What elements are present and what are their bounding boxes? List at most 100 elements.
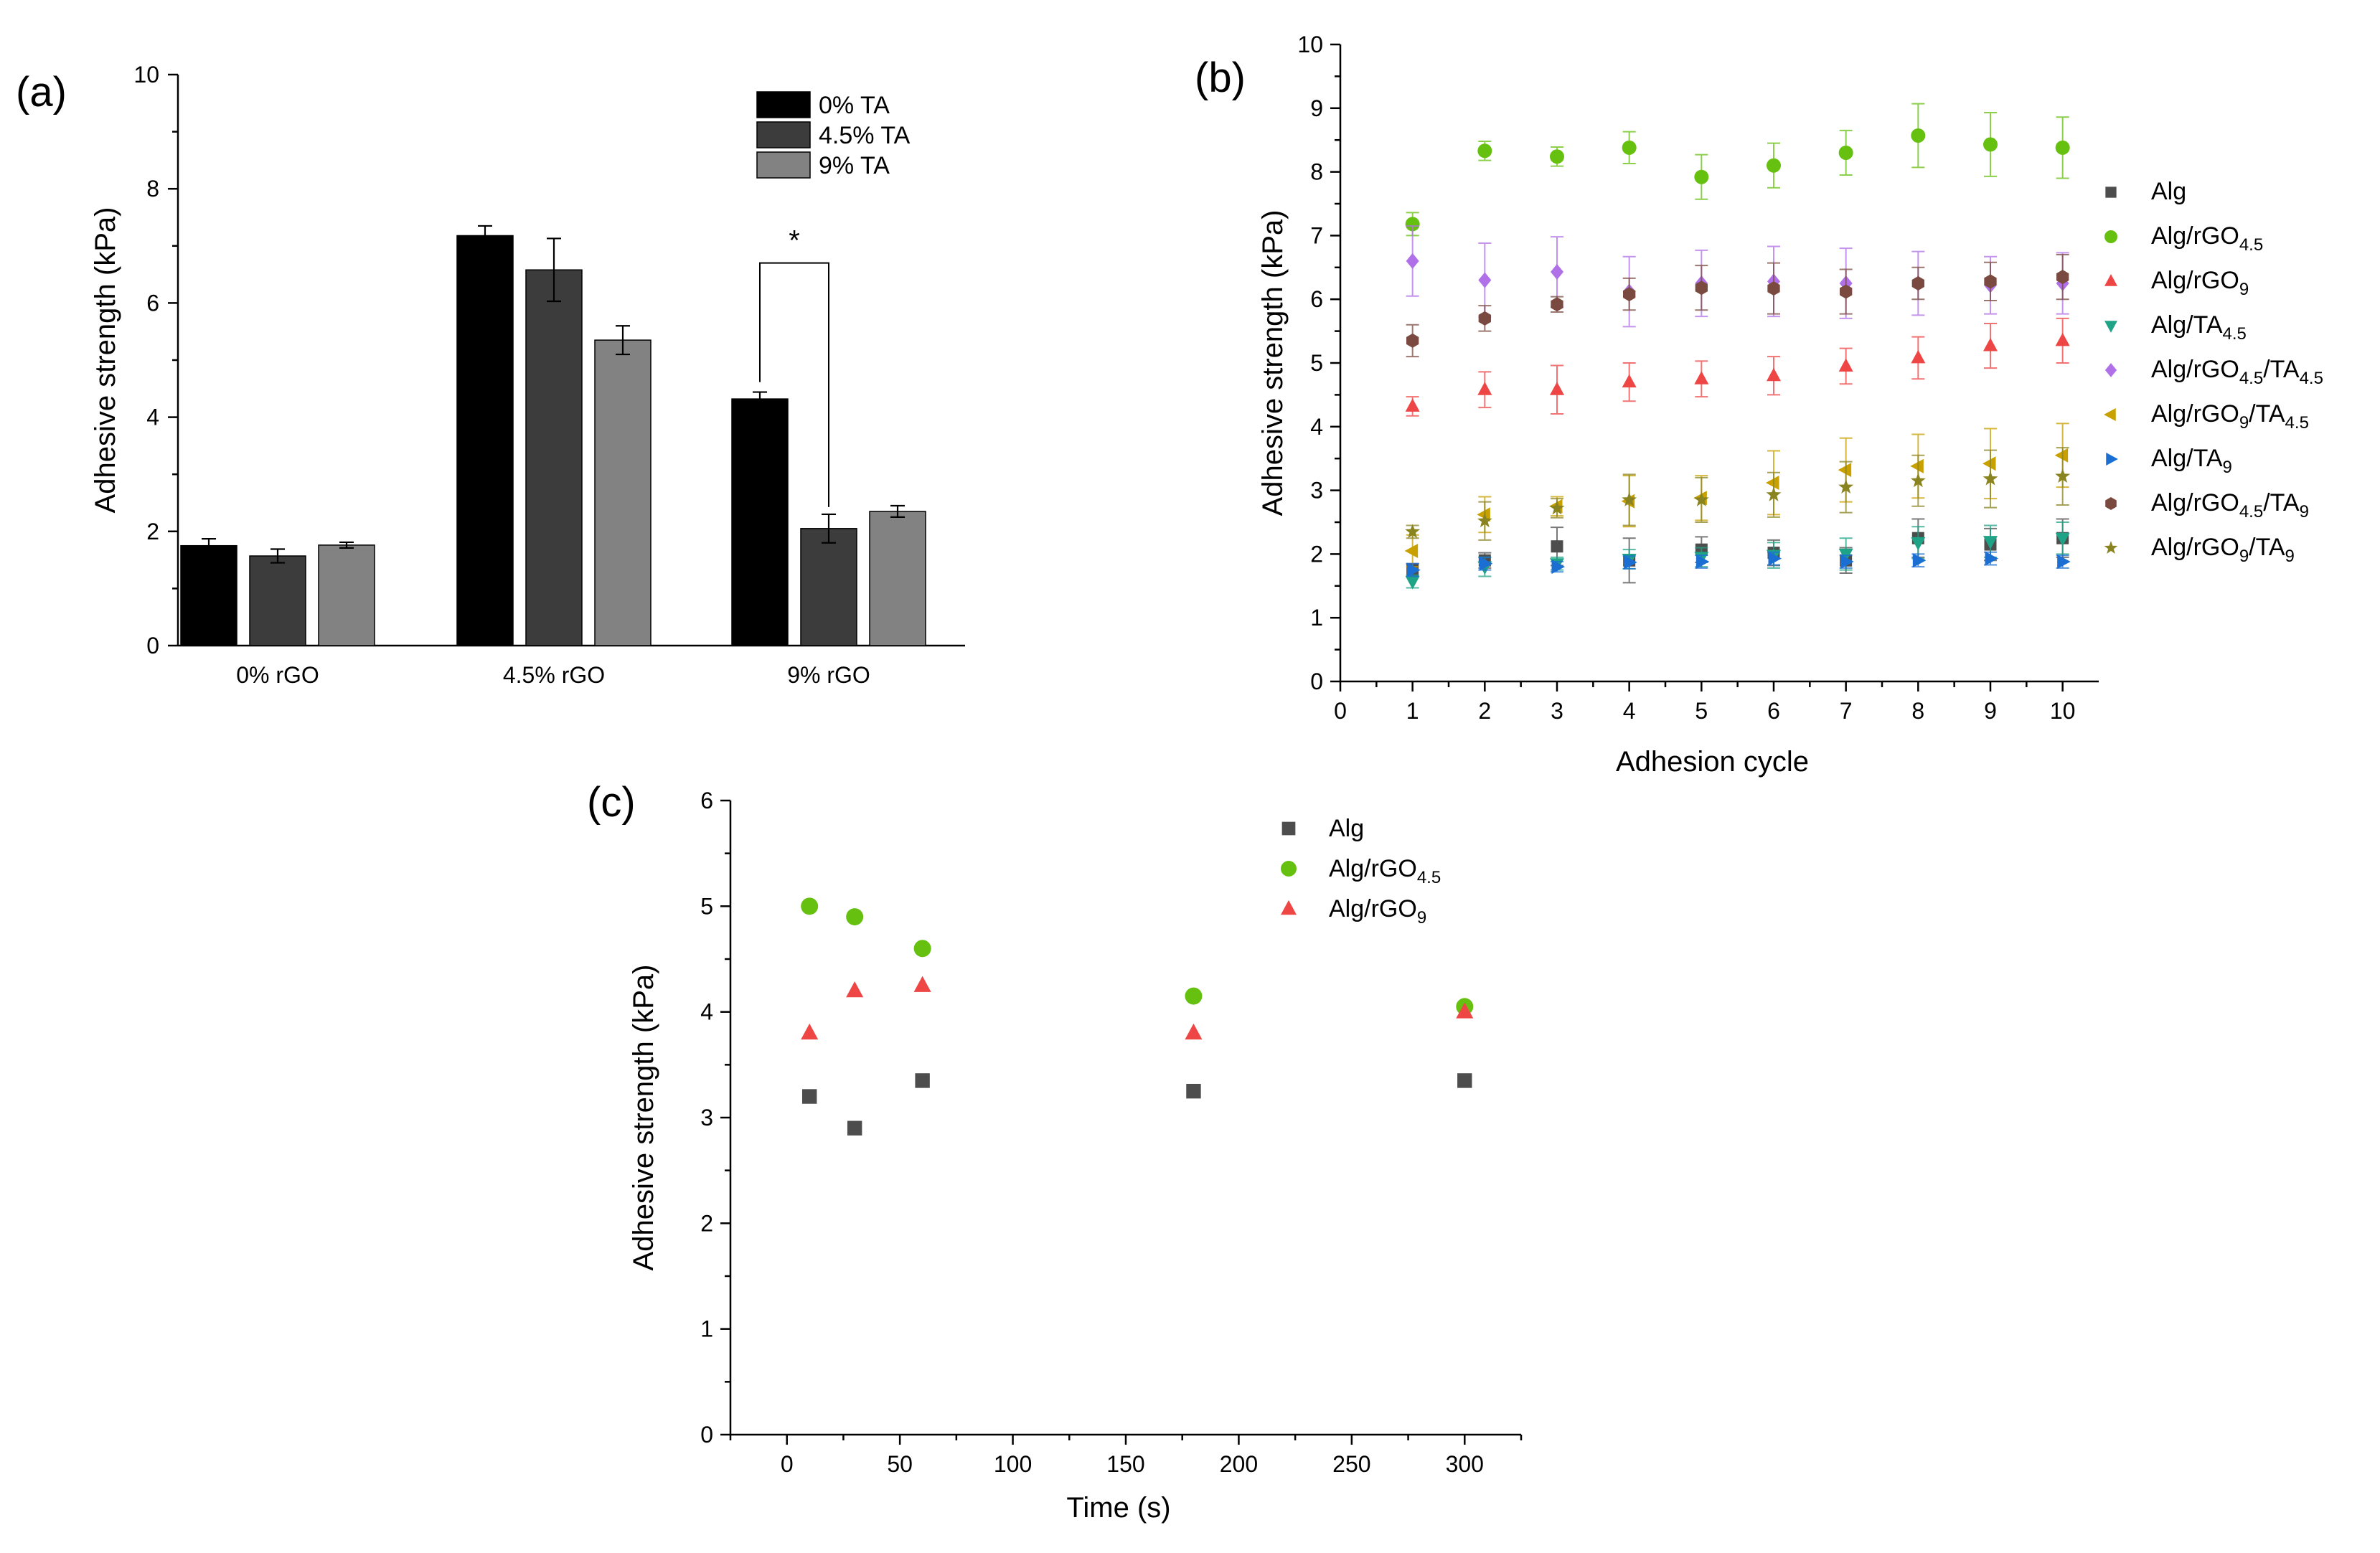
panel-b-point-alg-rgo4-5 xyxy=(1911,128,1926,143)
panel-b-y-tick-label: 10 xyxy=(1297,32,1323,57)
panel-c-point-alg-rgo4-5 xyxy=(846,908,864,926)
panel-b-point-alg-rgo4-5-ta4-5 xyxy=(1551,264,1563,280)
panel-b-legend-marker xyxy=(2104,274,2117,286)
panel-b-point-alg-ta4-5 xyxy=(1405,576,1420,590)
panel-a-error-bar xyxy=(616,325,630,356)
panel-b-x-tick-label: 4 xyxy=(1623,698,1636,724)
panel-b-series-alg-rgo9 xyxy=(1405,317,2070,417)
panel-b-point-alg-rgo4-5-ta9 xyxy=(1840,284,1853,299)
panel-b-y-tick-label: 0 xyxy=(1310,669,1323,694)
panel-b-legend-label: Alg/rGO4.5/TA9 xyxy=(2151,489,2309,521)
panel-a-error-bar xyxy=(547,237,561,303)
panel-b-point-alg-rgo4-5-ta9 xyxy=(1551,297,1563,312)
panel-a-y-tick-label: 6 xyxy=(146,290,159,316)
panel-b-legend-label: Alg/rGO9/TA4.5 xyxy=(2151,400,2309,433)
panel-c-point-alg-rgo9 xyxy=(1185,1023,1203,1040)
panel-a-category-label: 9% rGO xyxy=(787,662,870,688)
panel-a-bar-0-ta-4-5-rgo xyxy=(456,235,514,646)
panel-b-legend-marker xyxy=(2104,541,2118,554)
panel-b-point-alg-rgo9-ta4-5 xyxy=(1477,507,1490,522)
panel-a-error-bar xyxy=(271,548,285,564)
panel-b-point-alg-rgo4-5-ta9 xyxy=(1478,311,1491,326)
panel-b-point-alg-rgo4-5 xyxy=(1477,143,1492,159)
panel-c-series-alg-rgo9 xyxy=(801,976,1474,1040)
panel-c-y-tick-label: 1 xyxy=(700,1316,713,1342)
panel-a-bar-4-5-ta-9-rgo xyxy=(800,528,857,646)
panel-b-point-alg-ta9 xyxy=(1479,556,1493,571)
panel-b-point-alg-rgo4-5-ta4-5 xyxy=(1406,252,1419,269)
panel-b-series-alg-ta9 xyxy=(1406,551,2071,577)
panel-b-point-alg-ta4-5 xyxy=(1983,536,1998,549)
panel-b-y-tick-label: 3 xyxy=(1310,478,1323,504)
panel-b-point-alg-ta9 xyxy=(1768,551,1782,566)
panel-c-y-tick-label: 3 xyxy=(700,1105,713,1130)
panel-b-point-alg-rgo9-ta4-5 xyxy=(1910,458,1924,473)
panel-b-x-tick-label: 6 xyxy=(1767,698,1780,724)
panel-b-y-axis-title: Adhesive strength (kPa) xyxy=(1257,210,1289,516)
panel-a-bar-4-5-ta-4-5-rgo xyxy=(525,269,583,646)
panel-b-legend-marker xyxy=(2105,497,2117,510)
panel-b-point-alg-rgo9 xyxy=(1911,349,1926,364)
panel-b-point-alg-ta4-5 xyxy=(2055,532,2070,547)
panel-c-y-tick-label: 0 xyxy=(700,1422,713,1448)
panel-c-point-alg-rgo4-5 xyxy=(913,940,931,958)
panel-a-error-bar xyxy=(478,225,492,247)
panel-b-point-alg-rgo9 xyxy=(1405,398,1420,412)
panel-a-bar-4-5-ta-0-rgo xyxy=(249,555,306,646)
panel-a-significance-bracket xyxy=(759,262,829,507)
panel-b-point-alg-rgo9-ta4-5 xyxy=(1982,456,1996,471)
panel-b-series-alg-rgo4-5 xyxy=(1405,103,2070,237)
panel-a-y-tick-label: 10 xyxy=(133,62,159,88)
panel-b-point-alg-rgo9-ta9 xyxy=(1910,473,1926,488)
panel-a-y-tick-label: 8 xyxy=(146,176,159,202)
panel-a-bar-9-ta-9-rgo xyxy=(869,511,926,646)
panel-b-point-alg-rgo9-ta9 xyxy=(1477,513,1492,528)
panel-c-x-tick-label: 100 xyxy=(994,1451,1032,1477)
panel-b-y-tick-label: 6 xyxy=(1310,286,1323,312)
panel-b-point-alg-ta9 xyxy=(1840,554,1854,570)
panel-a-legend-swatch xyxy=(756,151,811,179)
panel-b-x-tick-label: 9 xyxy=(1984,698,1997,724)
panel-b-legend-marker xyxy=(2104,321,2117,333)
panel-c-x-tick-label: 250 xyxy=(1332,1451,1370,1477)
panel-b-point-alg-rgo4-5-ta9 xyxy=(1623,287,1636,302)
panel-b-point-alg-rgo9 xyxy=(1477,382,1492,395)
panel-b-legend-marker xyxy=(2104,230,2117,243)
panel-b-point-alg-rgo4-5 xyxy=(1767,158,1781,173)
panel-c-y-tick-label: 5 xyxy=(700,893,713,919)
panel-a-error-bar xyxy=(753,391,767,407)
panel-b-series-alg xyxy=(1406,518,2069,584)
panel-b-point-alg-rgo9-ta4-5 xyxy=(1766,475,1779,490)
panel-a-error-bar xyxy=(202,538,216,554)
panel-b-point-alg-rgo9 xyxy=(1838,358,1853,372)
panel-b-series-alg-ta4-5 xyxy=(1405,521,2070,590)
panel-a-bar-9-ta-0-rgo xyxy=(318,544,375,646)
panel-b-point-alg-rgo4-5 xyxy=(1983,137,1998,152)
panel-c-scatter-chart: (c) 0 1 2 3 4 5 6 0 50 100 150 200 250 300 Time (s) Adhe… xyxy=(587,779,1523,1524)
panel-a-error-bar xyxy=(822,513,836,544)
panel-b-point-alg-rgo9-ta4-5 xyxy=(1838,463,1852,478)
panel-a-legend-swatch xyxy=(756,91,811,118)
panel-b-point-alg-rgo9-ta9 xyxy=(1622,491,1637,506)
panel-b-y-tick-label: 5 xyxy=(1310,350,1323,376)
panel-b-point-alg-rgo9 xyxy=(1550,382,1564,395)
panel-a-category-label: 4.5% rGO xyxy=(503,662,605,688)
panel-a-legend-label: 9% TA xyxy=(819,152,890,179)
panel-b-x-tick-label: 0 xyxy=(1334,698,1347,724)
panel-b-point-alg-rgo4-5-ta9 xyxy=(2056,270,2069,285)
panel-a-legend-swatch xyxy=(756,121,811,148)
panel-b-point-alg-rgo9-ta9 xyxy=(1982,471,1998,486)
panel-a-legend-label: 4.5% TA xyxy=(819,122,911,149)
panel-b-point-alg-rgo4-5-ta9 xyxy=(1406,333,1419,348)
panel-b-point-alg-ta9 xyxy=(1407,562,1421,577)
panel-c-legend-label: Alg/rGO9 xyxy=(1329,895,1426,927)
panel-b-y-tick-label: 9 xyxy=(1310,95,1323,121)
panel-a-error-bar xyxy=(339,541,354,549)
panel-b-point-alg-ta9 xyxy=(1912,553,1927,568)
panel-c-point-alg xyxy=(915,1073,930,1088)
panel-b-point-alg-ta9 xyxy=(1624,554,1637,570)
panel-b-x-tick-label: 7 xyxy=(1840,698,1853,724)
panel-c-y-tick-label: 6 xyxy=(700,788,713,813)
panel-b-point-alg-rgo9-ta9 xyxy=(1766,486,1782,501)
panel-c-point-alg xyxy=(1457,1073,1472,1088)
